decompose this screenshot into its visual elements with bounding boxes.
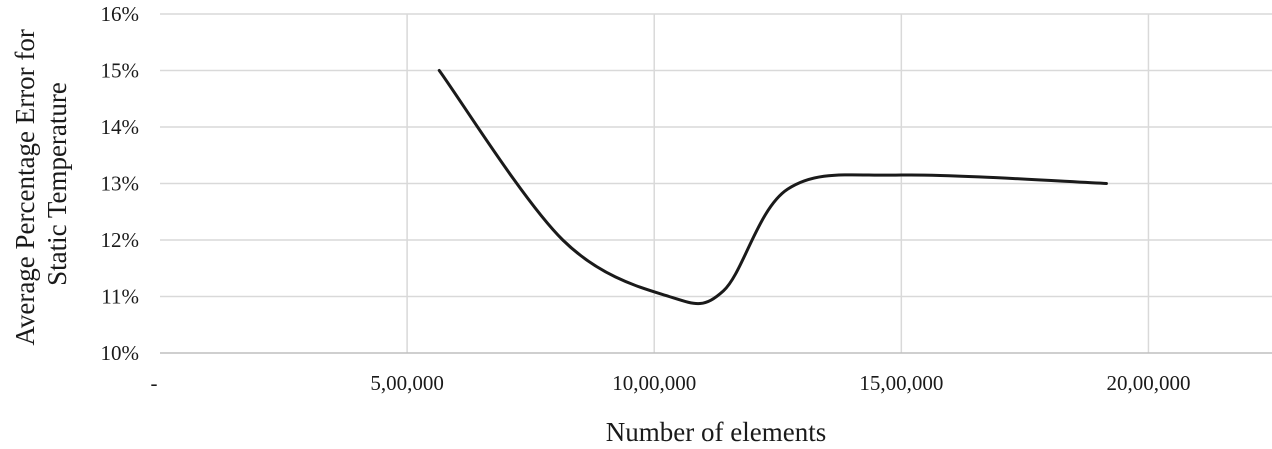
y-tick-label: 15% — [101, 59, 140, 83]
series-lines — [437, 69, 1108, 306]
series-line-0 — [437, 69, 1108, 306]
y-tick-label: 12% — [101, 228, 140, 252]
x-tick-label: - — [151, 371, 158, 395]
y-axis-title-line-2: Static Temperature — [42, 82, 72, 286]
y-tick-label: 11% — [101, 285, 139, 309]
x-axis-title: Number of elements — [606, 417, 826, 447]
y-tick-label: 10% — [101, 341, 140, 365]
x-tick-label: 20,00,000 — [1106, 371, 1190, 395]
y-axis-title-line-1: Average Percentage Error for — [10, 29, 40, 346]
x-tick-label: 10,00,000 — [612, 371, 696, 395]
x-tick-label: 5,00,000 — [370, 371, 444, 395]
y-tick-label: 14% — [101, 115, 140, 139]
y-tick-label: 16% — [101, 2, 140, 26]
y-tick-label: 13% — [101, 172, 140, 196]
y-axis-tick-labels: 10% 11% 12% 13% 14% 15% 16% — [101, 2, 140, 365]
gridlines — [160, 13, 1272, 353]
y-axis-title: Average Percentage Error for Static Temp… — [10, 22, 72, 345]
x-tick-label: 15,00,000 — [859, 371, 943, 395]
x-axis-tick-labels: - 5,00,000 10,00,000 15,00,000 20,00,000 — [151, 371, 1191, 395]
